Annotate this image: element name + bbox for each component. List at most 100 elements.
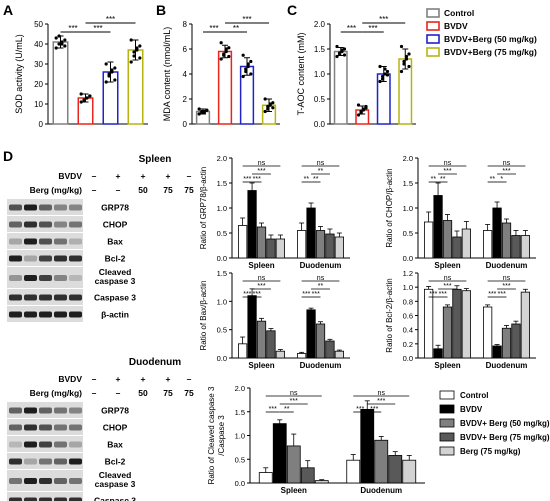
blot-band bbox=[39, 497, 52, 501]
blot-band bbox=[54, 458, 67, 465]
y-tick-label: 0.0 bbox=[314, 120, 326, 129]
significance-label: * bbox=[500, 176, 503, 183]
blot-band bbox=[24, 238, 37, 245]
bar bbox=[333, 50, 348, 125]
blot-band-label-line: Cleaved bbox=[99, 267, 132, 277]
blot-band bbox=[54, 238, 67, 245]
bar bbox=[346, 459, 361, 484]
blot-row-label: Berg (mg/kg) bbox=[30, 185, 83, 195]
data-point bbox=[383, 67, 387, 71]
blot-row-label: BVDV bbox=[58, 171, 82, 181]
blot-band bbox=[39, 458, 52, 465]
blot-band bbox=[54, 294, 67, 301]
x-tick-label: Spleen bbox=[434, 361, 460, 370]
legend-swatch bbox=[439, 390, 455, 400]
data-point bbox=[361, 107, 366, 111]
significance-label: ** bbox=[318, 168, 324, 175]
y-tick-label: 1.5 bbox=[235, 408, 245, 417]
y-tick-label: 0.5 bbox=[403, 229, 413, 238]
bar bbox=[423, 221, 434, 259]
significance-label: ** bbox=[431, 176, 437, 183]
bar bbox=[315, 230, 326, 259]
blot-tissue-title: Spleen bbox=[139, 154, 172, 165]
x-tick-label: Duodenum bbox=[300, 361, 342, 370]
data-point bbox=[224, 49, 228, 54]
bar bbox=[272, 423, 287, 484]
bar bbox=[442, 220, 453, 259]
y-tick-label: 1.2 bbox=[403, 269, 413, 278]
blot-lane-dose: – bbox=[92, 185, 97, 195]
bar bbox=[275, 238, 286, 259]
blot-band bbox=[24, 311, 37, 318]
y-axis-title: SOD activity (U/mL) bbox=[14, 34, 24, 114]
significance-label: *** bbox=[443, 168, 451, 175]
blot-band bbox=[69, 478, 82, 484]
y-axis-title: Ratio of Bax/β-actin bbox=[199, 281, 208, 351]
data-point bbox=[88, 94, 92, 98]
y-tick-label: 0.0 bbox=[217, 354, 227, 363]
data-point bbox=[205, 108, 209, 112]
grouped-charts: 0.0 0.5 1.0 1.5 2.0 Ratio of GRP78/β-actin Spl… bbox=[199, 154, 536, 495]
bar bbox=[520, 235, 530, 259]
blot-band-label: β-actin bbox=[101, 310, 129, 320]
chart-d5: 0.0 0.5 1.0 1.5 2.0 Ratio of Cleaved caspase … bbox=[207, 384, 425, 495]
significance-label: *** bbox=[379, 15, 388, 24]
blot-band bbox=[39, 441, 52, 448]
significance-label: *** bbox=[243, 176, 251, 183]
blot-band bbox=[9, 478, 22, 484]
data-point bbox=[222, 52, 226, 56]
y-tick-label: 1.0 bbox=[314, 70, 326, 79]
legend-label: BVDV+ Berg (50 mg/kg) bbox=[460, 419, 550, 428]
blot-band bbox=[54, 478, 67, 484]
legend-label: BVDV bbox=[460, 405, 483, 414]
data-point bbox=[107, 72, 111, 76]
bar bbox=[237, 225, 248, 259]
blot-band bbox=[24, 497, 37, 501]
x-tick-label: Spleen bbox=[281, 486, 307, 495]
blot-band-label: GRP78 bbox=[101, 203, 129, 213]
data-point bbox=[266, 107, 270, 111]
blot-band bbox=[54, 275, 67, 281]
data-point bbox=[54, 36, 58, 40]
blot-band bbox=[54, 204, 67, 211]
data-point bbox=[263, 97, 267, 101]
blot-band bbox=[9, 497, 22, 501]
y-tick-label: 20 bbox=[34, 80, 43, 89]
significance-label: ** bbox=[284, 406, 290, 413]
data-point bbox=[200, 109, 204, 114]
legend-swatch bbox=[426, 47, 440, 57]
blot-band bbox=[9, 458, 22, 465]
data-point bbox=[404, 54, 409, 59]
data-point bbox=[79, 92, 83, 96]
data-point bbox=[364, 104, 368, 109]
significance-label: ** bbox=[318, 283, 324, 290]
y-axis-title: Ratio of CHOP/β-actin bbox=[385, 168, 394, 247]
y-tick-label: 6 bbox=[183, 45, 188, 54]
blot-band bbox=[54, 407, 67, 414]
data-point bbox=[246, 64, 250, 69]
significance-label: *** bbox=[253, 291, 261, 298]
data-point bbox=[224, 47, 228, 51]
blot-band bbox=[9, 204, 22, 211]
y-tick-label: 0.5 bbox=[314, 95, 326, 104]
data-point bbox=[271, 101, 275, 105]
significance-label: *** bbox=[370, 406, 378, 413]
panel-label-b: B bbox=[156, 2, 166, 18]
bar bbox=[306, 309, 316, 359]
significance-label: ** bbox=[233, 24, 239, 33]
significance-label: *** bbox=[347, 24, 356, 33]
significance-label: *** bbox=[290, 398, 298, 405]
y-tick-label: 0.0 bbox=[403, 354, 413, 363]
bar bbox=[275, 350, 286, 359]
significance-label: *** bbox=[68, 24, 77, 33]
data-point bbox=[104, 62, 108, 66]
blot-band bbox=[9, 275, 22, 281]
significance-label: *** bbox=[356, 406, 364, 413]
significance-label: ns bbox=[378, 390, 386, 397]
data-point bbox=[266, 104, 270, 109]
significance-label: *** bbox=[312, 291, 320, 298]
bar bbox=[247, 190, 257, 259]
bar bbox=[482, 230, 493, 259]
